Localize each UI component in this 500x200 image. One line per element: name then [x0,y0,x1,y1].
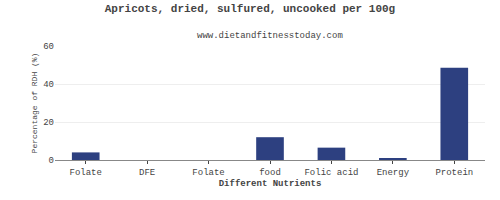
svg-text:Folate: Folate [70,168,102,178]
svg-text:Protein: Protein [435,168,473,178]
svg-text:20: 20 [43,118,54,128]
svg-text:40: 40 [43,80,54,90]
svg-text:Apricots, dried, sulfured, unc: Apricots, dried, sulfured, uncooked per … [105,3,395,15]
svg-text:Different Nutrients: Different Nutrients [219,179,322,189]
svg-text:food: food [259,168,281,178]
svg-text:Energy: Energy [377,168,410,178]
svg-text:Folic acid: Folic acid [304,168,358,178]
svg-text:DFE: DFE [139,168,155,178]
svg-text:60: 60 [43,42,54,52]
svg-text:www.dietandfitnesstoday.com: www.dietandfitnesstoday.com [197,31,343,41]
svg-text:Folate: Folate [192,168,224,178]
svg-text:0: 0 [49,156,54,166]
svg-text:Percentage of RDH (%): Percentage of RDH (%) [30,53,39,154]
